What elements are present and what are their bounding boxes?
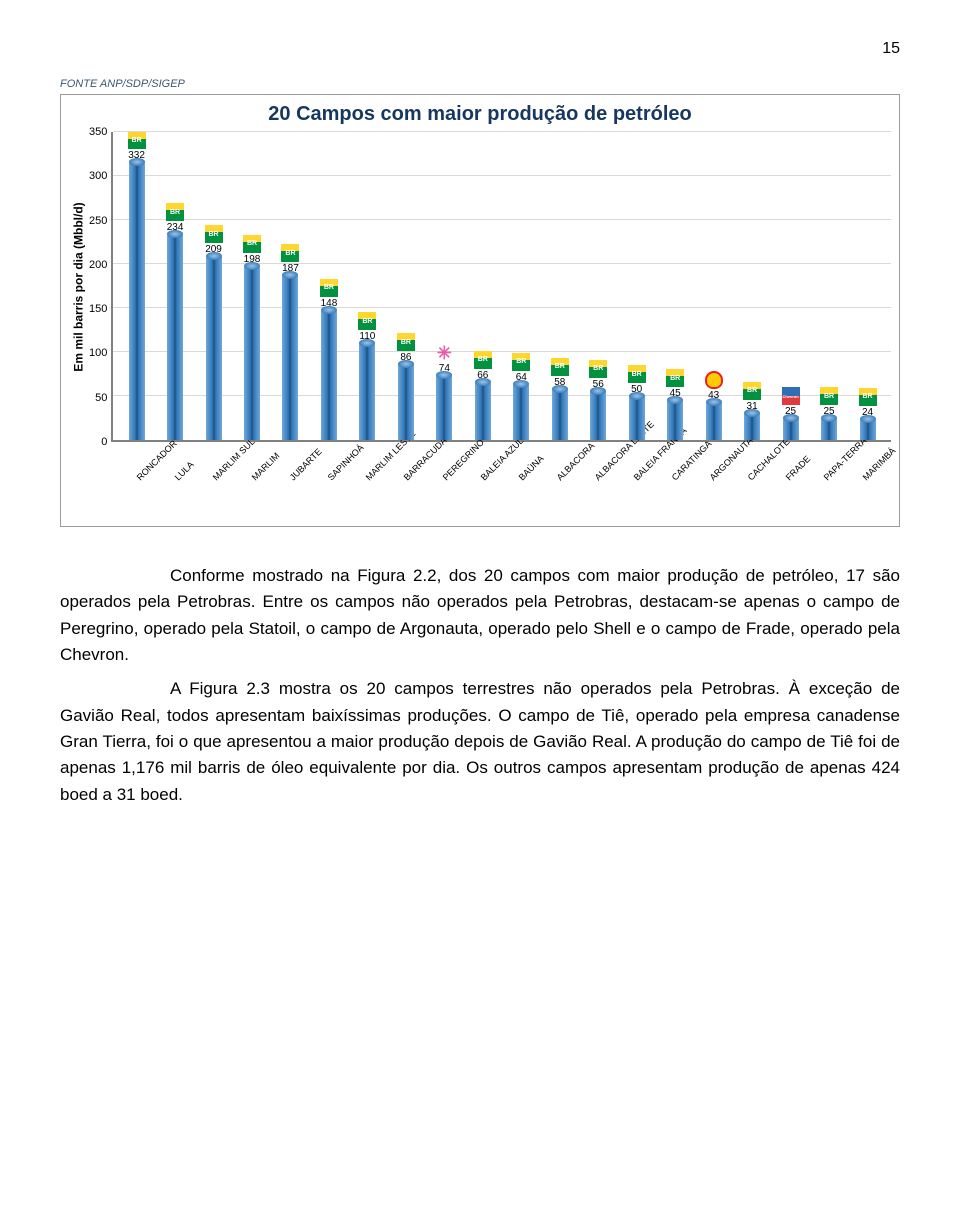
bar-column: BR45	[666, 132, 684, 440]
bar-column: BR234	[166, 132, 184, 440]
bar	[475, 382, 491, 440]
bar	[667, 400, 683, 440]
bar-column: BR25	[820, 132, 838, 440]
paragraph-1: Conforme mostrado na Figura 2.2, dos 20 …	[60, 563, 900, 668]
paragraph-2: A Figura 2.3 mostra os 20 campos terrest…	[60, 676, 900, 808]
bar	[783, 418, 799, 440]
bar-column: 43	[705, 132, 723, 440]
shell-logo-icon	[705, 371, 723, 389]
bar-column: BR187	[281, 132, 299, 440]
bar-column: ✳74	[435, 132, 453, 440]
bar-column: BR58	[551, 132, 569, 440]
grid-line	[113, 351, 891, 352]
bar-column: BR24	[859, 132, 877, 440]
statoil-logo-icon: ✳	[435, 344, 453, 362]
bar-column: BR86	[397, 132, 415, 440]
petrobras-logo-icon: BR	[589, 360, 607, 378]
petrobras-logo-icon: BR	[358, 312, 376, 330]
bar-column: BR31	[743, 132, 761, 440]
bar	[321, 310, 337, 440]
y-axis-ticks: 350300250200150100500	[89, 132, 111, 442]
bar-column: BR198	[243, 132, 261, 440]
petrobras-logo-icon: BR	[320, 279, 338, 297]
bar-column: BR50	[628, 132, 646, 440]
bar	[206, 256, 222, 440]
chevron-logo-icon: Chevron	[782, 387, 800, 405]
x-axis-labels: RONCADORLULAMARLIM SULMARLIMJUBARTESAPIN…	[119, 442, 891, 522]
bar	[436, 375, 452, 440]
bar	[244, 266, 260, 440]
petrobras-logo-icon: BR	[551, 358, 569, 376]
page-number: 15	[60, 40, 900, 58]
y-axis-label: Em mil barris por dia (Mbbl/d)	[69, 132, 89, 442]
petrobras-logo-icon: BR	[243, 235, 261, 253]
grid-line	[113, 395, 891, 396]
petrobras-logo-icon: BR	[666, 369, 684, 387]
bar	[590, 391, 606, 440]
petrobras-logo-icon: BR	[474, 351, 492, 369]
bar	[167, 234, 183, 440]
body-text: Conforme mostrado na Figura 2.2, dos 20 …	[60, 563, 900, 808]
grid-line	[113, 307, 891, 308]
source-text: FONTE ANP/SDP/SIGEP	[60, 78, 900, 90]
petrobras-logo-icon: BR	[859, 388, 877, 406]
grid-line	[113, 263, 891, 264]
plot-area: BR332 BR234 BR209 BR198 BR187 BR148 BR110 BR86 ✳…	[111, 132, 891, 442]
bar-column: BR148	[320, 132, 338, 440]
petrobras-logo-icon: BR	[820, 387, 838, 405]
bar-column: BR64	[512, 132, 530, 440]
bar-column: BR56	[589, 132, 607, 440]
bar	[706, 402, 722, 440]
bar-column: BR110	[358, 132, 376, 440]
petrobras-logo-icon: BR	[743, 382, 761, 400]
petrobras-logo-icon: BR	[128, 132, 146, 149]
grid-line	[113, 219, 891, 220]
bar	[821, 418, 837, 440]
petrobras-logo-icon: BR	[281, 244, 299, 262]
bar-column: BR66	[474, 132, 492, 440]
bar	[359, 343, 375, 440]
bar	[552, 389, 568, 440]
plot-row: Em mil barris por dia (Mbbl/d) 350300250…	[69, 132, 891, 442]
petrobras-logo-icon: BR	[166, 203, 184, 221]
bar-column: Chevron25	[782, 132, 800, 440]
bar	[860, 419, 876, 440]
petrobras-logo-icon: BR	[205, 225, 223, 243]
grid-line	[113, 131, 891, 132]
bar	[282, 275, 298, 440]
bar	[129, 162, 145, 440]
bar	[398, 364, 414, 440]
chart-container: 20 Campos com maior produção de petróleo…	[60, 94, 900, 527]
grid-line	[113, 175, 891, 176]
petrobras-logo-icon: BR	[397, 333, 415, 351]
bar	[629, 396, 645, 440]
chart-title: 20 Campos com maior produção de petróleo	[69, 103, 891, 126]
petrobras-logo-icon: BR	[628, 365, 646, 383]
bar-column: BR209	[205, 132, 223, 440]
bar-column: BR332	[128, 132, 146, 440]
bar	[513, 384, 529, 440]
petrobras-logo-icon: BR	[512, 353, 530, 371]
bar	[744, 413, 760, 440]
